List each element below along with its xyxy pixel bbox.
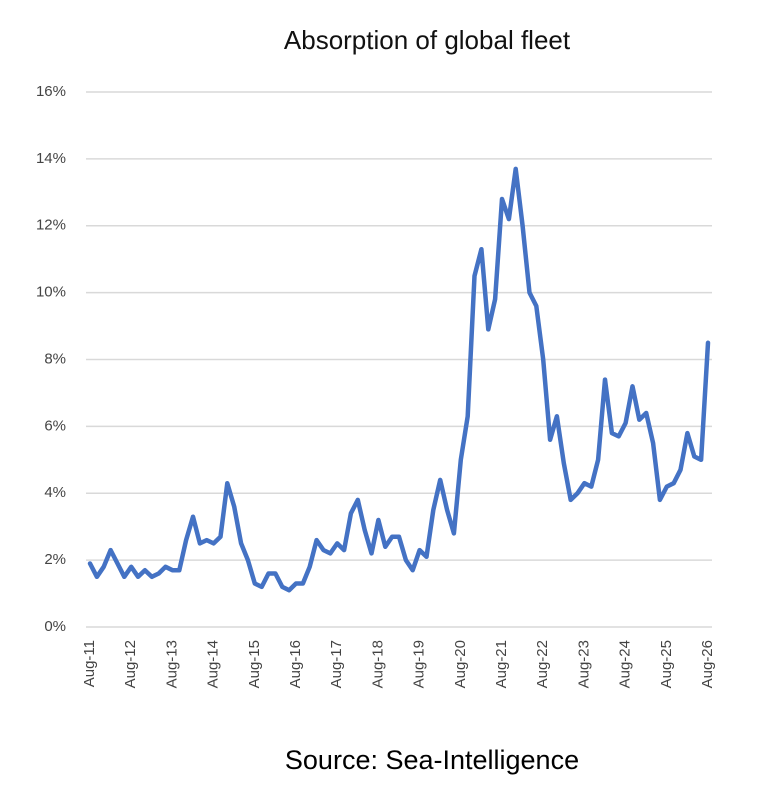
x-tick-label: Aug-23 xyxy=(575,640,592,688)
x-tick-label: Aug-13 xyxy=(163,640,180,688)
source-note: Source: Sea-Intelligence xyxy=(285,745,579,775)
x-tick-label: Aug-17 xyxy=(328,640,345,688)
y-tick-label: 12% xyxy=(36,217,66,234)
data-line xyxy=(87,166,711,593)
x-tick-label: Aug-14 xyxy=(205,640,222,688)
x-tick-label: Aug-11 xyxy=(81,640,98,687)
x-tick-label: Aug-22 xyxy=(534,640,551,688)
x-tick-label: Aug-19 xyxy=(411,640,428,688)
y-tick-label: 10% xyxy=(36,284,66,301)
x-tick-label: Aug-15 xyxy=(246,640,263,688)
x-tick-label: Aug-26 xyxy=(699,640,716,688)
y-tick-label: 2% xyxy=(44,551,66,568)
x-tick-label: Aug-18 xyxy=(369,640,386,688)
x-tick-label: Aug-25 xyxy=(658,640,675,688)
y-tick-label: 0% xyxy=(44,618,66,635)
x-tick-label: Aug-24 xyxy=(617,640,634,688)
x-tick-label: Aug-12 xyxy=(122,640,139,688)
chart-title: Absorption of global fleet xyxy=(284,25,571,55)
x-tick-label: Aug-16 xyxy=(287,640,304,688)
x-tick-label: Aug-21 xyxy=(493,640,510,688)
y-tick-label: 6% xyxy=(44,417,66,434)
x-tick-label: Aug-20 xyxy=(452,640,469,688)
y-tick-label: 8% xyxy=(44,350,66,367)
y-tick-label: 14% xyxy=(36,150,66,167)
y-tick-label: 4% xyxy=(44,484,66,501)
y-tick-label: 16% xyxy=(36,83,66,100)
